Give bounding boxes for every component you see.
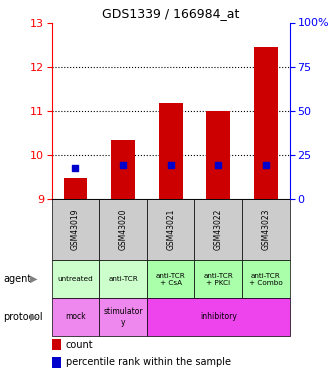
Text: ▶: ▶ bbox=[30, 312, 37, 322]
Bar bbox=[147, 298, 290, 336]
Text: ▶: ▶ bbox=[30, 274, 37, 284]
Bar bbox=[147, 260, 194, 298]
Bar bbox=[194, 260, 242, 298]
Bar bbox=[147, 200, 194, 260]
Text: protocol: protocol bbox=[3, 312, 43, 322]
Point bbox=[73, 165, 78, 171]
Bar bbox=[64, 178, 87, 200]
Text: GSM43022: GSM43022 bbox=[214, 209, 223, 251]
Bar bbox=[99, 200, 147, 260]
Text: anti-TCR
+ PKCi: anti-TCR + PKCi bbox=[203, 273, 233, 285]
Text: mock: mock bbox=[65, 312, 86, 321]
Bar bbox=[242, 260, 290, 298]
Text: count: count bbox=[66, 340, 94, 350]
Text: inhibitory: inhibitory bbox=[200, 312, 237, 321]
Text: anti-TCR
+ Combo: anti-TCR + Combo bbox=[249, 273, 283, 285]
Bar bbox=[52, 339, 61, 350]
Bar bbox=[52, 298, 99, 336]
Bar bbox=[52, 200, 99, 260]
Bar bbox=[99, 260, 147, 298]
Text: GSM43020: GSM43020 bbox=[119, 209, 128, 251]
Bar bbox=[159, 103, 182, 200]
Point bbox=[216, 162, 221, 168]
Text: anti-TCR: anti-TCR bbox=[108, 276, 138, 282]
Bar bbox=[52, 260, 99, 298]
Title: GDS1339 / 166984_at: GDS1339 / 166984_at bbox=[102, 7, 239, 20]
Text: GSM43019: GSM43019 bbox=[71, 209, 80, 251]
Text: stimulator
y: stimulator y bbox=[103, 307, 143, 327]
Bar bbox=[111, 140, 135, 200]
Bar bbox=[254, 47, 278, 200]
Text: GSM43021: GSM43021 bbox=[166, 209, 175, 251]
Text: percentile rank within the sample: percentile rank within the sample bbox=[66, 357, 231, 368]
Text: untreated: untreated bbox=[58, 276, 93, 282]
Bar bbox=[194, 200, 242, 260]
Bar bbox=[206, 111, 230, 200]
Point bbox=[168, 162, 173, 168]
Bar bbox=[52, 357, 61, 368]
Text: GSM43023: GSM43023 bbox=[261, 209, 270, 251]
Point bbox=[263, 162, 268, 168]
Text: anti-TCR
+ CsA: anti-TCR + CsA bbox=[156, 273, 185, 285]
Bar bbox=[242, 200, 290, 260]
Bar bbox=[99, 298, 147, 336]
Text: agent: agent bbox=[3, 274, 32, 284]
Point bbox=[121, 162, 126, 168]
